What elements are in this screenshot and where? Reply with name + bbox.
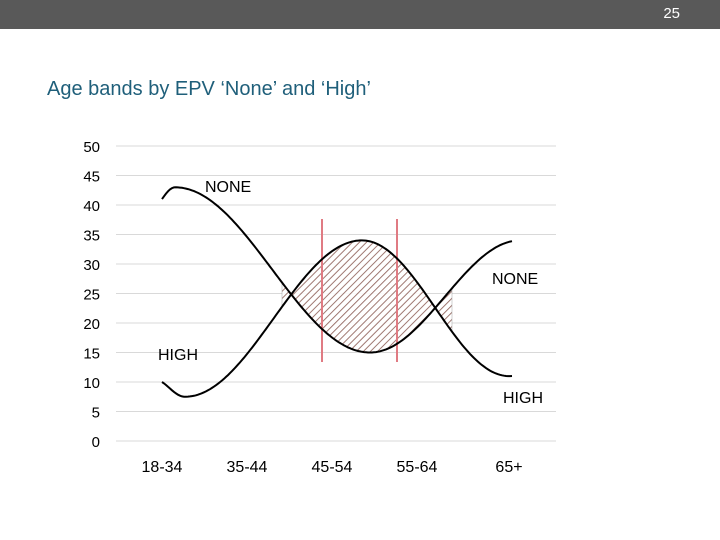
y-tick-label: 30 [83,257,100,274]
curve-label: HIGH [503,390,543,407]
curve-none [161,186,513,354]
y-tick-label: 45 [83,169,100,186]
page-number: 25 [663,5,680,22]
x-axis-ticks: 18-34 35-44 45-54 55-64 65+ [142,459,523,476]
y-tick-label: 15 [83,346,100,363]
y-tick-label: 50 [83,139,100,156]
y-tick-label: 10 [83,375,100,392]
y-axis-ticks: 0 5 10 15 20 25 30 35 40 45 50 [83,139,100,451]
x-tick-label: 45-54 [312,459,353,476]
vertical-markers [321,219,398,362]
curve-label: HIGH [158,347,198,364]
y-tick-label: 5 [92,405,100,422]
y-tick-label: 20 [83,316,100,333]
x-tick-label: 55-64 [397,459,438,476]
header-bar: 25 [0,0,720,29]
curve-label: NONE [205,179,251,196]
y-tick-label: 40 [83,198,100,215]
y-tick-label: 35 [83,228,100,245]
y-tick-label: 25 [83,287,100,304]
y-tick-label: 0 [92,434,100,451]
x-tick-label: 35-44 [227,459,268,476]
slide-title: Age bands by EPV ‘None’ and ‘High’ [47,78,371,100]
x-tick-label: 18-34 [142,459,183,476]
curve-labels: NONE NONE HIGH HIGH [158,179,543,407]
series-curves [161,186,513,398]
x-tick-label: 65+ [495,459,522,476]
curve-label: NONE [492,271,538,288]
curve-high [161,239,513,398]
